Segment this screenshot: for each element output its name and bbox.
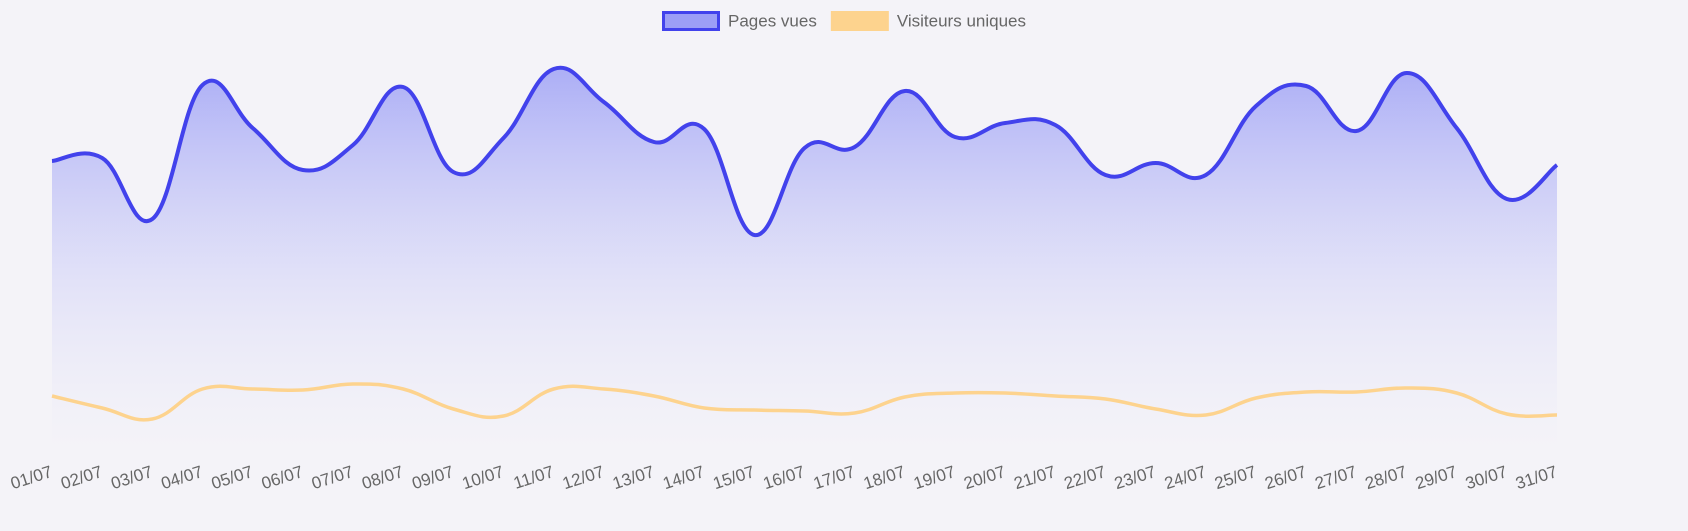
- x-tick-label: 09/07: [410, 462, 456, 493]
- x-tick-label: 29/07: [1413, 462, 1459, 493]
- x-tick-label: 11/07: [511, 462, 556, 493]
- x-tick-label: 08/07: [359, 462, 405, 493]
- x-tick-label: 27/07: [1313, 462, 1359, 493]
- x-tick-label: 21/07: [1012, 462, 1058, 493]
- x-tick-label: 13/07: [610, 462, 656, 493]
- x-tick-label: 18/07: [861, 462, 907, 493]
- x-tick-label: 01/07: [8, 462, 54, 493]
- x-tick-label: 26/07: [1262, 462, 1308, 493]
- x-tick-label: 05/07: [209, 462, 255, 493]
- x-tick-label: 20/07: [961, 462, 1007, 493]
- legend: Pages vues Visiteurs uniques: [662, 11, 1026, 31]
- x-tick-label: 31/07: [1513, 462, 1559, 493]
- x-tick-label: 16/07: [761, 462, 807, 493]
- x-tick-label: 06/07: [259, 462, 305, 493]
- x-tick-label: 03/07: [109, 462, 155, 493]
- legend-swatch: [662, 11, 720, 31]
- x-tick-label: 30/07: [1463, 462, 1509, 493]
- x-tick-label: 07/07: [309, 462, 355, 493]
- legend-label: Visiteurs uniques: [897, 11, 1026, 30]
- x-tick-label: 23/07: [1112, 462, 1158, 493]
- x-tick-label: 28/07: [1363, 462, 1409, 493]
- x-tick-label: 25/07: [1212, 462, 1258, 493]
- x-tick-label: 22/07: [1062, 462, 1108, 493]
- line: [51, 382, 1558, 422]
- x-tick-label: 19/07: [911, 462, 957, 493]
- x-tick-label: 12/07: [560, 462, 606, 493]
- x-tick-label: 24/07: [1162, 462, 1208, 493]
- line: [51, 65, 1559, 237]
- x-tick-label: 10/07: [460, 462, 506, 493]
- area: [52, 67, 1557, 450]
- x-tick-label: 15/07: [711, 462, 757, 493]
- x-tick-label: 04/07: [159, 462, 205, 493]
- x-tick-label: 02/07: [58, 462, 104, 493]
- legend-swatch: [830, 11, 889, 31]
- x-tick-label: 17/07: [811, 462, 857, 493]
- x-tick-label: 14/07: [660, 462, 706, 493]
- legend-label: Pages vues: [728, 11, 817, 30]
